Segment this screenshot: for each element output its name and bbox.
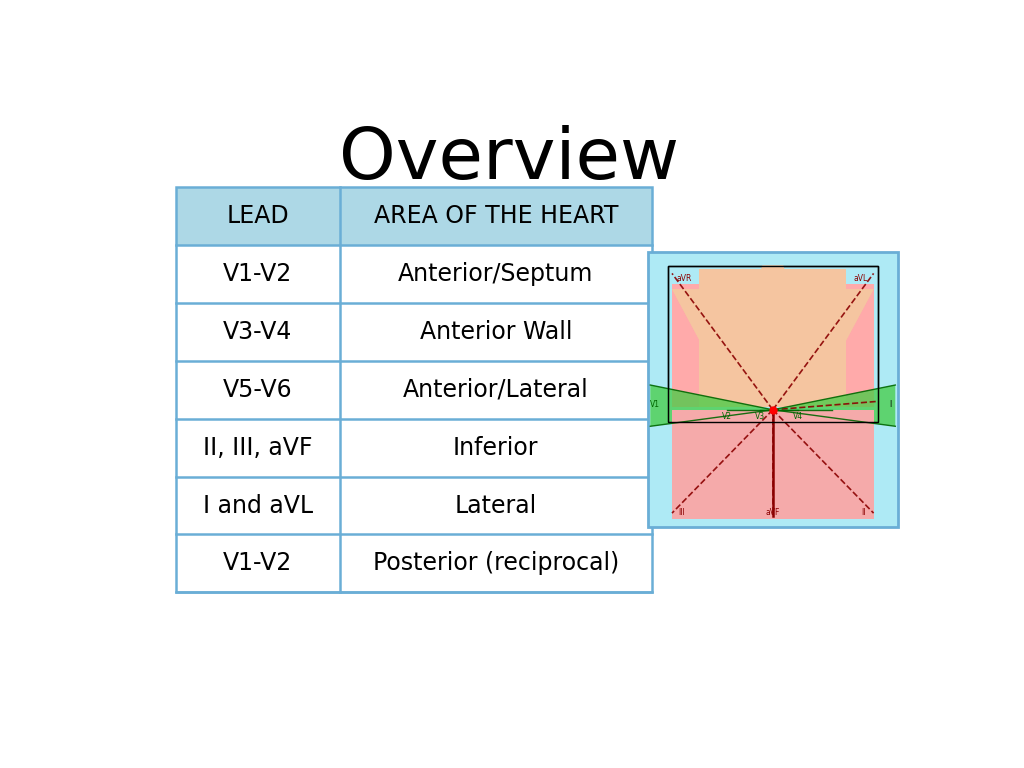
Text: Inferior: Inferior xyxy=(453,435,539,459)
Bar xyxy=(672,284,873,406)
Polygon shape xyxy=(650,385,773,426)
Bar xyxy=(648,252,898,527)
Bar xyxy=(699,269,846,406)
Text: aVR: aVR xyxy=(677,273,692,283)
Text: V5-V6: V5-V6 xyxy=(223,378,293,402)
Bar xyxy=(176,187,651,245)
Text: V1: V1 xyxy=(650,400,660,409)
Bar xyxy=(176,419,651,476)
Text: LEAD: LEAD xyxy=(226,204,289,228)
Polygon shape xyxy=(756,266,790,289)
Text: I and aVL: I and aVL xyxy=(203,494,312,518)
Text: V1-V2: V1-V2 xyxy=(223,551,293,575)
Bar xyxy=(176,303,651,361)
Text: V1-V2: V1-V2 xyxy=(223,262,293,286)
Polygon shape xyxy=(756,266,790,289)
Text: V3-V4: V3-V4 xyxy=(223,319,293,343)
Text: aVL: aVL xyxy=(854,273,868,283)
Text: Anterior Wall: Anterior Wall xyxy=(420,319,572,343)
Bar xyxy=(668,266,878,422)
Bar xyxy=(176,476,651,535)
Text: Anterior/Lateral: Anterior/Lateral xyxy=(403,378,589,402)
Bar xyxy=(699,269,846,406)
Bar xyxy=(672,410,873,518)
Bar xyxy=(668,266,878,422)
Text: V2: V2 xyxy=(722,412,731,421)
Text: V4: V4 xyxy=(793,412,803,421)
Bar xyxy=(176,535,651,592)
Polygon shape xyxy=(773,385,895,426)
Text: II: II xyxy=(861,508,865,517)
Text: II, III, aVF: II, III, aVF xyxy=(203,435,312,459)
Bar xyxy=(176,245,651,303)
Text: aVF: aVF xyxy=(766,508,780,517)
Bar xyxy=(176,187,651,592)
Text: V3: V3 xyxy=(755,412,765,421)
Polygon shape xyxy=(672,289,873,359)
Polygon shape xyxy=(672,289,873,359)
Text: Anterior/Septum: Anterior/Septum xyxy=(398,262,594,286)
Text: I: I xyxy=(889,400,892,409)
Bar xyxy=(176,361,651,419)
Text: Posterior (reciprocal): Posterior (reciprocal) xyxy=(373,551,618,575)
Text: Lateral: Lateral xyxy=(455,494,537,518)
Text: Overview: Overview xyxy=(339,124,679,194)
Text: AREA OF THE HEART: AREA OF THE HEART xyxy=(374,204,618,228)
Text: III: III xyxy=(679,508,685,517)
